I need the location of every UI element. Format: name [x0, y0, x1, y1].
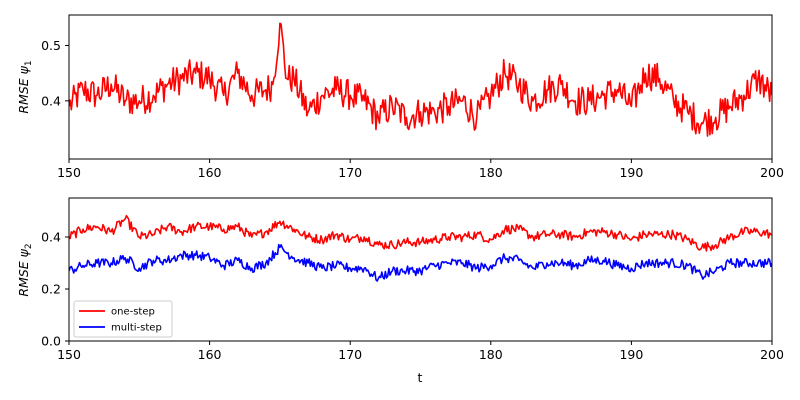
bottom-x-axis-label: t	[418, 370, 423, 385]
top-x-tick-label: 200	[760, 165, 784, 180]
top-series-layer	[69, 22, 772, 137]
legend-box	[73, 300, 173, 338]
top-series-line-rmse	[69, 22, 772, 137]
bottom-x-ticks: 150 160 170 180 190 200	[57, 341, 784, 362]
bottom-series-layer	[69, 214, 772, 282]
legend-label-multi-step: multi-step	[111, 323, 162, 334]
bottom-x-tick-label: 150	[57, 347, 81, 362]
bottom-x-tick-label: 170	[338, 347, 362, 362]
legend: one-step multi-step	[73, 300, 173, 338]
top-y-tick-label: 0.4	[41, 93, 61, 108]
bottom-x-tick-label: 160	[198, 347, 222, 362]
bottom-series-line-multi-step	[69, 243, 772, 282]
bottom-y-axis-label: RMSE ψ2	[16, 243, 34, 296]
top-y-axis-label: RMSE ψ1	[16, 60, 34, 113]
bottom-plot-panel: 150 160 170 180 190 200 0.0 0.2 0.4 RMSE ψ2 t o…	[16, 197, 784, 385]
legend-label-one-step: one-step	[111, 307, 155, 318]
top-x-tick-label: 170	[338, 165, 362, 180]
top-plot-panel: 150 160 170 180 190 200 0.4 0.5 RMSE ψ1	[16, 14, 784, 180]
top-y-tick-label: 0.5	[41, 38, 61, 53]
bottom-x-tick-label: 200	[760, 347, 784, 362]
top-x-tick-label: 160	[198, 165, 222, 180]
bottom-plot-frame	[68, 197, 773, 342]
bottom-x-tick-label: 180	[479, 347, 503, 362]
top-x-tick-label: 180	[479, 165, 503, 180]
bottom-series-line-one-step	[69, 214, 772, 252]
bottom-y-ticks: 0.0 0.2 0.4	[41, 230, 69, 349]
bottom-y-tick-label: 0.2	[41, 282, 61, 297]
bottom-y-tick-label: 0.0	[41, 334, 61, 349]
top-y-ticks: 0.4 0.5	[41, 38, 69, 108]
top-x-tick-label: 150	[57, 165, 81, 180]
top-plot-frame	[68, 14, 773, 160]
bottom-x-tick-label: 190	[619, 347, 643, 362]
top-x-ticks: 150 160 170 180 190 200	[57, 159, 784, 180]
bottom-y-tick-label: 0.4	[41, 230, 61, 245]
top-x-tick-label: 190	[619, 165, 643, 180]
